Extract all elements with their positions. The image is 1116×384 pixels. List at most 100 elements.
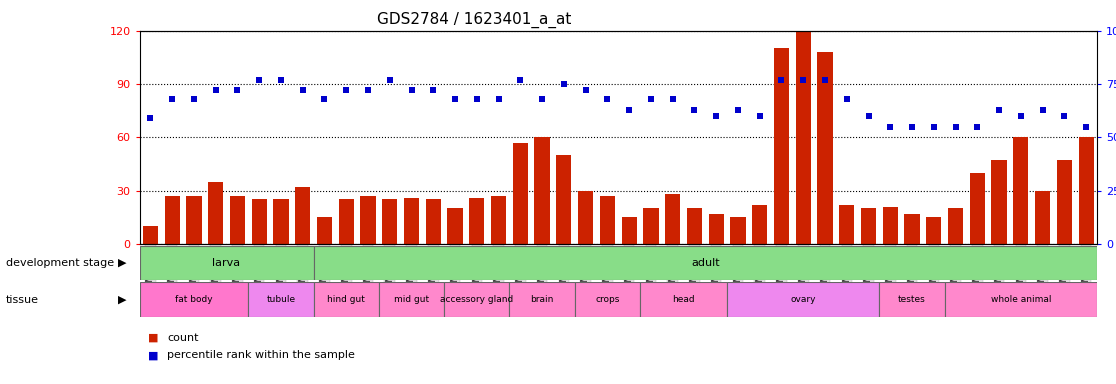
Text: whole animal: whole animal: [991, 295, 1051, 304]
Bar: [230, 196, 246, 244]
Bar: [599, 196, 615, 244]
Point: [142, 115, 160, 121]
Point: [468, 96, 485, 102]
Bar: [143, 226, 158, 244]
Text: ovary: ovary: [790, 295, 816, 304]
Point: [163, 96, 181, 102]
Point: [206, 87, 224, 93]
Text: fat body: fat body: [175, 295, 213, 304]
Text: tubule: tubule: [267, 295, 296, 304]
Bar: [404, 198, 420, 244]
Point: [838, 96, 856, 102]
Point: [990, 106, 1008, 113]
Point: [490, 96, 508, 102]
Text: ▶: ▶: [117, 258, 126, 268]
Bar: [535, 137, 550, 244]
Bar: [382, 199, 397, 244]
Point: [620, 106, 638, 113]
Bar: [360, 196, 376, 244]
Bar: [665, 194, 681, 244]
Text: development stage: development stage: [6, 258, 114, 268]
Point: [229, 87, 247, 93]
Text: brain: brain: [530, 295, 554, 304]
Point: [664, 96, 682, 102]
Bar: [448, 208, 463, 244]
Bar: [295, 187, 310, 244]
Bar: [208, 182, 223, 244]
Bar: [686, 208, 702, 244]
Point: [708, 113, 725, 119]
Bar: [469, 198, 484, 244]
Bar: [944, 282, 1097, 317]
Bar: [1057, 161, 1072, 244]
Point: [1056, 113, 1074, 119]
Text: ■: ■: [148, 350, 158, 360]
Bar: [926, 217, 942, 244]
Bar: [641, 282, 728, 317]
Bar: [379, 282, 444, 317]
Point: [359, 87, 377, 93]
Bar: [883, 207, 898, 244]
Bar: [556, 155, 571, 244]
Point: [446, 96, 464, 102]
Bar: [425, 199, 441, 244]
Point: [294, 87, 311, 93]
Point: [751, 113, 769, 119]
Bar: [338, 199, 354, 244]
Point: [381, 77, 398, 83]
Point: [316, 96, 334, 102]
Bar: [512, 142, 528, 244]
Text: count: count: [167, 333, 199, 343]
Point: [685, 106, 703, 113]
Bar: [773, 48, 789, 244]
Point: [795, 77, 812, 83]
Bar: [578, 190, 594, 244]
Point: [533, 96, 551, 102]
Bar: [1035, 190, 1050, 244]
Point: [882, 124, 899, 130]
Point: [250, 77, 268, 83]
Bar: [1013, 137, 1029, 244]
Bar: [860, 208, 876, 244]
Text: ▶: ▶: [117, 295, 126, 305]
Point: [272, 77, 290, 83]
Point: [816, 77, 834, 83]
Point: [903, 124, 921, 130]
Point: [337, 87, 355, 93]
Point: [511, 77, 529, 83]
Point: [555, 81, 573, 87]
Bar: [314, 282, 379, 317]
Bar: [728, 282, 879, 317]
Text: hind gut: hind gut: [327, 295, 365, 304]
Point: [424, 87, 442, 93]
Bar: [444, 282, 509, 317]
Text: mid gut: mid gut: [394, 295, 429, 304]
Text: percentile rank within the sample: percentile rank within the sample: [167, 350, 355, 360]
Bar: [622, 217, 637, 244]
Point: [403, 87, 421, 93]
Text: adult: adult: [691, 258, 720, 268]
Bar: [317, 217, 333, 244]
Point: [925, 124, 943, 130]
Point: [859, 113, 877, 119]
Bar: [839, 205, 855, 244]
Bar: [970, 173, 985, 244]
Text: head: head: [672, 295, 695, 304]
Bar: [643, 208, 658, 244]
Bar: [140, 246, 314, 280]
Bar: [314, 246, 1097, 280]
Bar: [947, 208, 963, 244]
Bar: [709, 214, 724, 244]
Point: [1012, 113, 1030, 119]
Point: [729, 106, 747, 113]
Text: ■: ■: [148, 333, 158, 343]
Bar: [273, 199, 289, 244]
Bar: [164, 196, 180, 244]
Point: [946, 124, 964, 130]
Text: tissue: tissue: [6, 295, 39, 305]
Text: accessory gland: accessory gland: [440, 295, 513, 304]
Text: testes: testes: [898, 295, 926, 304]
Bar: [796, 31, 811, 244]
Point: [577, 87, 595, 93]
Point: [598, 96, 616, 102]
